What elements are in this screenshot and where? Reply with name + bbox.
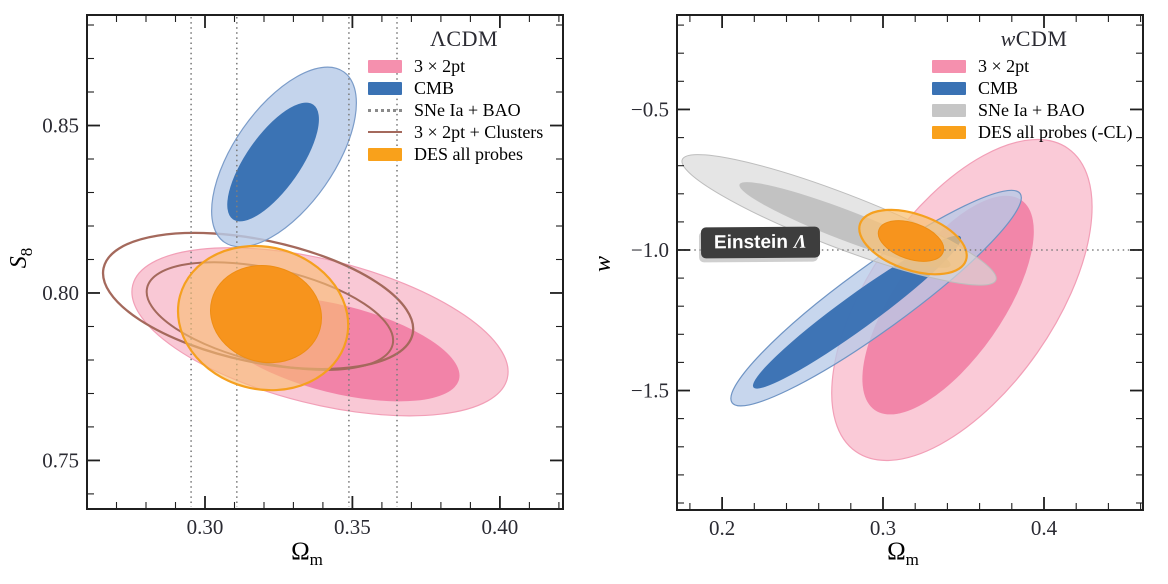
x-tick-label: 0.3: [870, 516, 896, 540]
xlabel-right-sub: m: [905, 550, 919, 569]
legend-swatch-3x2pt: [368, 59, 402, 73]
legend-wcdm: 3 × 2pt CMB SNe Ia + BAO DES all probes …: [932, 55, 1132, 143]
legend-label: 3 × 2pt + Clusters: [414, 121, 544, 142]
panel-lcdm: 0.30 0.35 0.40 0.75 0.80 0.85: [42, 14, 564, 539]
legend-item: DES all probes: [368, 143, 543, 165]
legend-item: 3 × 2pt + Clusters: [368, 121, 543, 143]
legend-item: CMB: [368, 77, 543, 99]
contour-des-inner: [877, 220, 945, 262]
title-rest-wcdm: CDM: [1015, 26, 1068, 51]
legend-item: SNe Ia + BAO: [932, 99, 1132, 121]
x-tick-label: 0.35: [334, 515, 371, 539]
plot-frame: [86, 14, 564, 510]
legend-lcdm: 3 × 2pt CMB SNe Ia + BAO 3 × 2pt + Clust…: [368, 55, 543, 165]
einstein-lambda-badge: Einstein Λ: [700, 226, 820, 259]
legend-swatch-cmb: [368, 81, 402, 95]
ylabel-right-base: w: [590, 256, 616, 273]
x-tick-label: 0.4: [1031, 516, 1058, 540]
legend-label: 3 × 2pt: [414, 55, 466, 76]
legend-item: 3 × 2pt: [368, 55, 543, 77]
ylabel-left: S8: [6, 230, 38, 286]
x-tick-label: 0.40: [482, 515, 519, 539]
plot-frame: [676, 14, 1144, 511]
legend-label: SNe Ia + BAO: [978, 99, 1085, 120]
xlabel-left: Ωm: [267, 538, 347, 570]
plot-title-lcdm: ΛCDM: [384, 26, 544, 52]
legend-swatch-des: [368, 147, 402, 161]
y-tick-label: 0.80: [42, 281, 79, 305]
legend-swatch-sne-bao: [368, 108, 402, 112]
y-tick-label: 0.75: [42, 448, 79, 472]
lambda-symbol: Λ: [793, 231, 807, 253]
legend-item: SNe Ia + BAO: [368, 99, 543, 121]
title-rest-lcdm: CDM: [446, 26, 499, 51]
legend-swatch-sne-bao: [932, 103, 966, 117]
legend-label: DES all probes (-CL): [978, 121, 1133, 142]
xlabel-right-base: Ω: [887, 538, 906, 565]
ylabel-right: w: [590, 236, 622, 292]
legend-swatch-clusters: [368, 131, 402, 133]
xlabel-left-base: Ω: [291, 538, 310, 565]
legend-item: CMB: [932, 77, 1132, 99]
title-lead-wcdm: w: [1000, 26, 1016, 51]
y-tick-label: 0.85: [42, 114, 79, 138]
ylabel-left-base: S: [6, 256, 32, 269]
legend-label: CMB: [414, 77, 455, 98]
legend-item: DES all probes (-CL): [932, 121, 1132, 143]
einstein-badge-text: Einstein: [713, 231, 788, 254]
legend-label: SNe Ia + BAO: [414, 99, 521, 120]
contour-des-inner: [209, 265, 323, 364]
xlabel-left-sub: m: [309, 550, 323, 569]
contour-cmb-inner: [227, 102, 319, 222]
contour-cmb-inner: [752, 235, 962, 389]
legend-label: DES all probes: [414, 143, 523, 164]
y-tick-label: −1.0: [631, 238, 669, 262]
legend-label: 3 × 2pt: [978, 55, 1030, 76]
plot-title-wcdm: wCDM: [954, 26, 1114, 52]
legend-swatch-cmb: [932, 81, 966, 95]
xlabel-right: Ωm: [863, 538, 943, 570]
legend-label: CMB: [978, 77, 1019, 98]
x-tick-label: 0.2: [709, 516, 735, 540]
title-lead-lcdm: Λ: [429, 26, 447, 51]
y-tick-label: −0.5: [631, 97, 669, 121]
legend-item: 3 × 2pt: [932, 55, 1132, 77]
x-tick-label: 0.30: [187, 515, 224, 539]
legend-swatch-des: [932, 125, 966, 139]
legend-swatch-3x2pt: [932, 59, 966, 73]
ylabel-left-sub: 8: [16, 247, 36, 257]
y-tick-label: −1.5: [631, 379, 669, 403]
